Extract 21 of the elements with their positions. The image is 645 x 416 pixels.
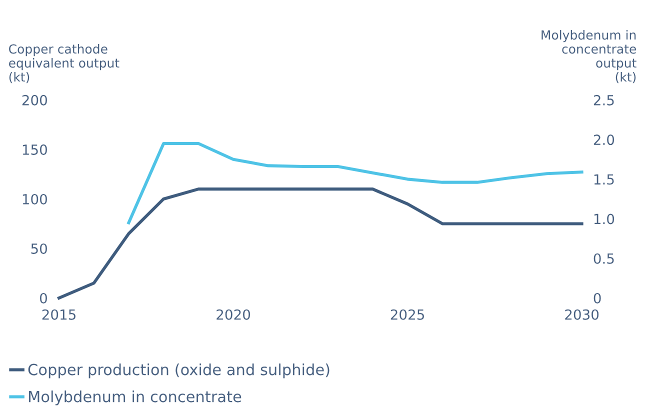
- y2-tick-label: 1.5: [594, 174, 614, 185]
- legend-label: Copper production (oxide and sulphide): [28, 364, 330, 378]
- y-axis-title: Copper cathode equivalent output (kt): [9, 44, 120, 84]
- y-tick-label: 150: [22, 144, 47, 155]
- x-tick-label: 2015: [42, 309, 76, 320]
- y2-tick-label: 1.0: [594, 214, 614, 224]
- y2-tick-label: 2.5: [594, 94, 614, 106]
- x-tick-label: 2030: [565, 309, 599, 320]
- y-tick-label: 50: [31, 243, 47, 254]
- line-series: [127, 142, 584, 224]
- y2-tick-label: 2.0: [594, 134, 614, 146]
- y-tick-label: 0: [40, 292, 47, 304]
- legend-label: Molybdenum in concentrate: [29, 390, 242, 406]
- y-tick-label: 200: [22, 94, 47, 106]
- x-tick-label: 2025: [390, 309, 424, 320]
- y2-tick-label: 0: [594, 292, 601, 304]
- x-tick-label: 2020: [216, 309, 250, 320]
- line-series: [57, 188, 584, 300]
- y-tick-label: 100: [22, 194, 47, 204]
- y2-axis-title: Molybdenum in concentrate output (kt): [542, 30, 636, 84]
- y2-tick-label: 0.5: [594, 253, 614, 264]
